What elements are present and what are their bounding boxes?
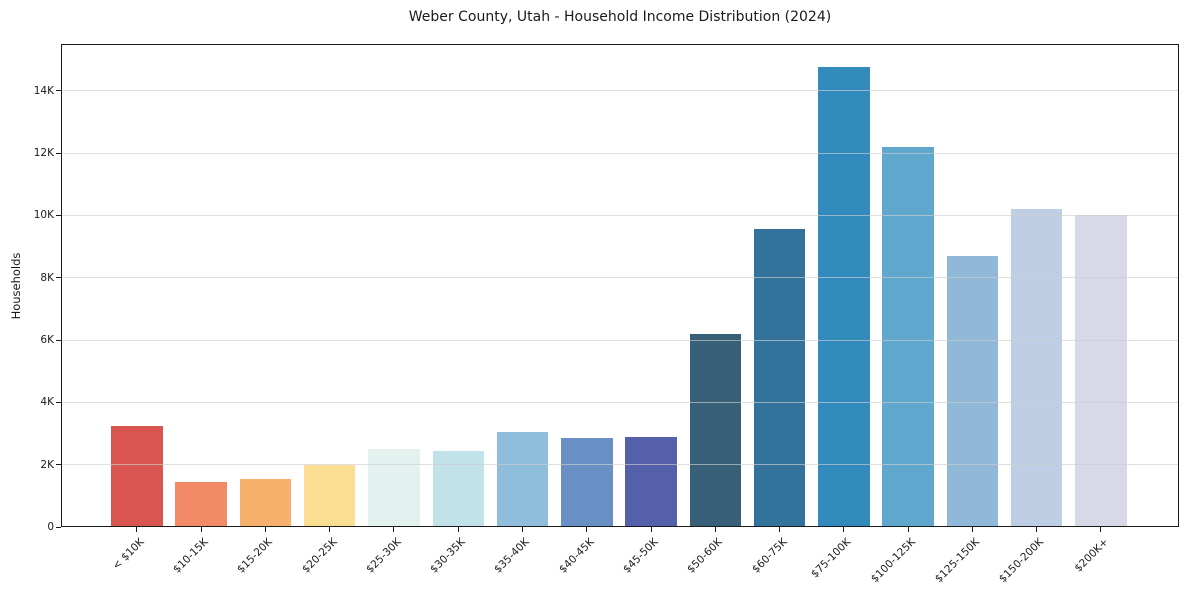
bar	[1010, 209, 1063, 527]
bar	[689, 333, 742, 527]
x-tick-mark	[522, 527, 524, 532]
x-tick-label: $200K+	[1071, 536, 1111, 575]
x-tick-mark	[779, 527, 781, 532]
bar	[946, 255, 999, 527]
gridline	[61, 277, 1179, 279]
gridline	[61, 214, 1179, 216]
x-tick-mark	[136, 527, 138, 532]
x-tick-label: $10-15K	[170, 536, 211, 576]
y-axis-label: Households	[9, 252, 23, 320]
x-tick-label: $100-125K	[868, 536, 918, 586]
bar	[753, 229, 806, 527]
y-tick-label: 12K	[33, 147, 54, 160]
bar	[625, 436, 677, 527]
x-tick-mark	[650, 527, 652, 532]
y-tick-mark	[56, 277, 61, 279]
x-tick-mark	[200, 527, 202, 532]
bar	[1075, 215, 1127, 527]
bar	[561, 438, 613, 527]
chart-title: Weber County, Utah - Household Income Di…	[408, 9, 832, 25]
x-tick-label: $35-40K	[492, 536, 533, 576]
x-tick-label: $45-50K	[620, 536, 661, 576]
x-tick-mark	[457, 527, 459, 532]
y-tick-mark	[56, 339, 61, 341]
bar	[882, 146, 934, 527]
y-tick-mark	[56, 90, 61, 92]
x-tick-mark	[1036, 527, 1038, 532]
x-tick-label: < $10K	[110, 536, 147, 573]
x-tick-label: $150-200K	[997, 536, 1047, 586]
gridline	[61, 152, 1179, 154]
bar	[175, 481, 227, 527]
bar	[303, 464, 356, 527]
y-tick-label: 0	[47, 521, 54, 533]
x-tick-label: $25-30K	[363, 536, 404, 576]
y-tick-label: 4K	[40, 396, 54, 409]
x-tick-label: $60-75K	[749, 536, 790, 576]
x-tick-mark	[1100, 527, 1102, 532]
y-tick-label: 8K	[40, 271, 54, 284]
x-tick-label: $15-20K	[235, 536, 275, 576]
y-tick-mark	[56, 214, 61, 216]
x-tick-label: $75-100K	[808, 536, 854, 581]
x-tick-mark	[971, 527, 973, 532]
gridline	[61, 401, 1179, 403]
x-tick-mark	[264, 527, 266, 532]
x-tick-mark	[393, 527, 395, 532]
bar	[496, 431, 549, 527]
gridline	[61, 464, 1179, 466]
x-tick-label: $50-60K	[685, 536, 725, 576]
x-tick-label: $125-150K	[932, 536, 982, 586]
y-tick-mark	[56, 464, 61, 466]
bar	[368, 449, 420, 527]
y-tick-mark	[56, 152, 61, 154]
bar	[818, 67, 870, 527]
x-tick-mark	[843, 527, 845, 532]
x-tick-label: $20-25K	[299, 536, 340, 576]
x-tick-mark	[586, 527, 588, 532]
y-tick-mark	[56, 526, 61, 528]
bar	[432, 450, 484, 527]
x-tick-mark	[714, 527, 716, 532]
x-tick-label: $30-35K	[428, 536, 468, 576]
x-tick-mark	[907, 527, 909, 532]
y-tick-label: 6K	[40, 334, 54, 347]
y-tick-label: 14K	[33, 84, 54, 97]
bar	[239, 478, 292, 527]
gridline	[61, 90, 1179, 92]
y-tick-label: 2K	[40, 458, 54, 471]
y-tick-label: 10K	[33, 209, 54, 222]
bar	[111, 425, 163, 527]
gridline	[61, 339, 1179, 341]
x-tick-mark	[329, 527, 331, 532]
y-tick-mark	[56, 401, 61, 403]
x-tick-label: $40-45K	[556, 536, 597, 576]
